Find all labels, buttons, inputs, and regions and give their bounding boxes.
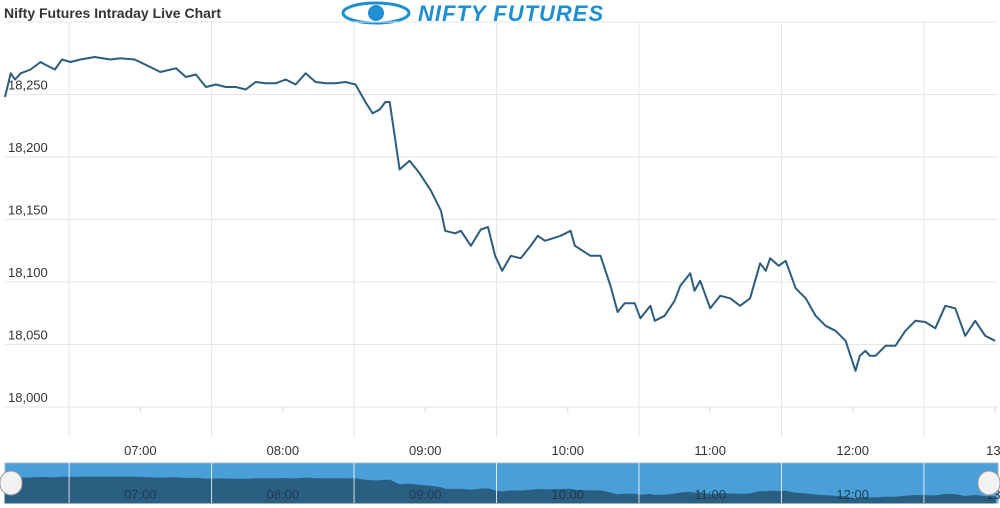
navigator-tick-label: 07:00 [124, 487, 157, 502]
navigator-tick-label: 11:00 [694, 487, 726, 502]
x-tick-label: 12:00 [836, 443, 869, 458]
price-line [4, 56, 996, 372]
navigator-tick-label: 08:00 [267, 487, 300, 502]
x-tick-label: 10:00 [551, 443, 584, 458]
y-tick-label: 18,000 [8, 390, 48, 405]
y-tick-label: 18,250 [8, 78, 48, 93]
x-tick-label: 07:00 [124, 443, 157, 458]
navigator-handle [0, 470, 23, 496]
navigator-tick-label: 09:00 [409, 487, 442, 502]
x-tick-label: 09:00 [409, 443, 442, 458]
x-tick-label: 11:00 [694, 443, 726, 458]
y-tick-label: 18,200 [8, 140, 48, 155]
logo-icon [341, 1, 411, 25]
navigator-tick-label: 12:00 [836, 487, 869, 502]
y-tick-label: 18,150 [8, 203, 48, 218]
logo-icon [368, 5, 384, 21]
x-tick-label: 08:00 [267, 443, 300, 458]
x-tick-label: 13: [986, 443, 1000, 458]
y-tick-label: 18,100 [8, 265, 48, 280]
navigator-handle [977, 470, 1000, 496]
navigator-area [4, 476, 996, 504]
y-tick-label: 18,050 [8, 328, 48, 343]
navigator-tick-label: 10:00 [551, 487, 584, 502]
chart-title: Nifty Futures Intraday Live Chart [4, 5, 221, 21]
